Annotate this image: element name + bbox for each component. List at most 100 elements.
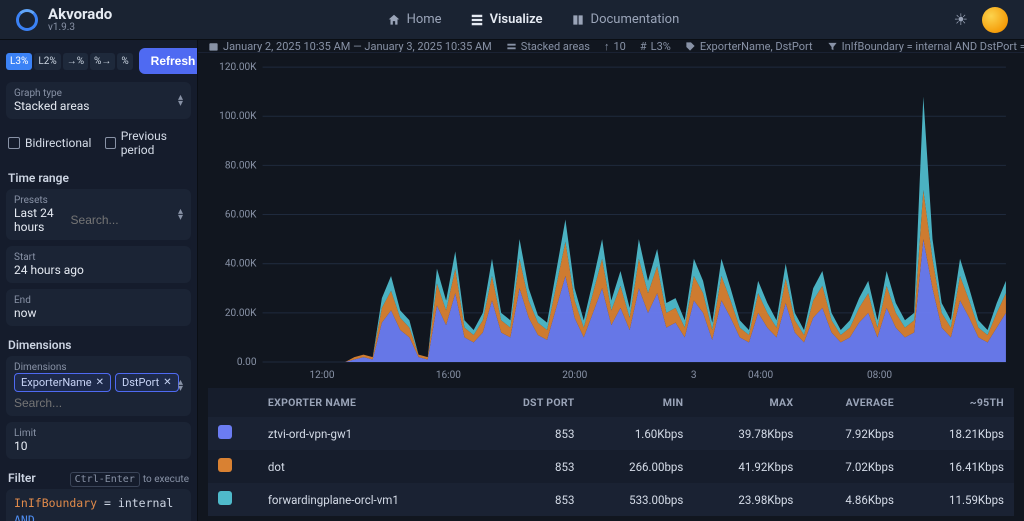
crumb-filter: InIfBoundary = internal AND DstPort = 85… <box>827 40 1024 53</box>
table-header: AVERAGE <box>803 388 904 417</box>
remove-icon[interactable]: ✕ <box>96 377 104 388</box>
preset-chip-row: L3%L2%→%%→% <box>6 53 133 70</box>
series-swatch <box>218 458 232 472</box>
nav-visualize[interactable]: Visualize <box>470 12 543 27</box>
graph-type-label: Graph type <box>14 88 183 99</box>
nav-home-label: Home <box>407 12 442 27</box>
time-end-input[interactable]: End now <box>6 289 191 326</box>
crumb-dims: ExporterName, DstPort <box>685 40 813 53</box>
svg-text:3: 3 <box>691 370 697 381</box>
cell-avg: 7.02Kbps <box>803 450 904 483</box>
svg-text:20:00: 20:00 <box>562 370 587 381</box>
sidebar: L3%L2%→%%→% Refresh ‹ Graph type Stacked… <box>0 40 198 521</box>
brand-version: v1.9.3 <box>48 22 112 33</box>
summary-bar: January 2, 2025 10:35 AM — January 3, 20… <box>198 40 1024 53</box>
remove-icon[interactable]: ✕ <box>163 377 171 388</box>
graph-type-value: Stacked areas <box>14 99 183 113</box>
cell-name: dot <box>258 450 480 483</box>
presets-label: Presets <box>14 195 183 206</box>
dimension-chip[interactable]: DstPort ✕ <box>115 373 179 392</box>
svg-text:40.00K: 40.00K <box>225 259 257 270</box>
home-icon <box>387 13 401 27</box>
time-start-input[interactable]: Start 24 hours ago <box>6 246 191 283</box>
svg-text:100.00K: 100.00K <box>219 111 257 122</box>
cell-avg: 4.86Kbps <box>803 483 904 516</box>
table-row[interactable]: forwardingplane-orcl-vm1853533.00bps23.9… <box>208 483 1014 516</box>
nav-visualize-label: Visualize <box>490 12 543 27</box>
graph-type-select[interactable]: Graph type Stacked areas ▴▾ <box>6 82 191 119</box>
table-header: DST PORT <box>479 388 584 417</box>
chart-area[interactable]: 0.00 20.00K 40.00K 60.00K 80.00K 100.00K 120.0… <box>198 53 1024 382</box>
cell-max: 39.78Kbps <box>693 417 803 450</box>
filter-icon <box>827 41 838 52</box>
table-header: EXPORTER NAME <box>258 388 480 417</box>
svg-text:20.00K: 20.00K <box>225 308 257 319</box>
crumb-date: January 2, 2025 10:35 AM — January 3, 20… <box>208 40 492 53</box>
presets-value: Last 24 hours <box>14 206 63 234</box>
table-row[interactable]: dot853266.00bps41.92Kbps7.02Kbps16.41Kbp… <box>208 450 1014 483</box>
series-swatch <box>218 491 232 505</box>
cell-p95: 16.41Kbps <box>904 450 1014 483</box>
refresh-button[interactable]: Refresh <box>139 48 198 74</box>
series-swatch <box>218 425 232 439</box>
cell-port: 853 <box>479 417 584 450</box>
cell-min: 533.00bps <box>584 483 693 516</box>
cell-max: 23.98Kbps <box>693 483 803 516</box>
nav-home[interactable]: Home <box>387 12 442 27</box>
cell-name: ztvi-ord-vpn-gw1 <box>258 417 480 450</box>
filter-editor[interactable]: InIfBoundary = internal AND DstPort = 85… <box>6 489 191 521</box>
svg-text:08:00: 08:00 <box>867 370 892 381</box>
svg-text:60.00K: 60.00K <box>225 210 257 221</box>
chart-icon <box>470 13 484 27</box>
filter-title: Filter <box>8 471 36 485</box>
cell-avg: 7.92Kbps <box>803 417 904 450</box>
presets-search-input[interactable] <box>71 206 183 234</box>
svg-text:120.00K: 120.00K <box>219 62 257 73</box>
cell-port: 853 <box>479 483 584 516</box>
svg-text:80.00K: 80.00K <box>225 160 257 171</box>
svg-text:16:00: 16:00 <box>436 370 461 381</box>
stacked-area-chart: 0.00 20.00K 40.00K 60.00K 80.00K 100.00K 120.0… <box>206 59 1014 382</box>
nav-docs-label: Documentation <box>591 12 680 27</box>
filter-hint: to execute <box>143 474 189 485</box>
time-range-title: Time range <box>6 165 191 189</box>
chevron-updown-icon: ▴▾ <box>178 209 183 221</box>
app-header: Akvorado v1.9.3 Home Visualize Documenta… <box>0 0 1024 40</box>
chevron-updown-icon: ▴▾ <box>178 95 183 107</box>
tag-icon <box>685 41 696 52</box>
table-row[interactable]: ztvi-ord-vpn-gw18531.60Kbps39.78Kbps7.92… <box>208 417 1014 450</box>
user-avatar[interactable] <box>982 7 1008 33</box>
preset-chip[interactable]: →% <box>63 53 88 70</box>
book-icon <box>571 13 585 27</box>
preset-chip[interactable]: L2% <box>34 53 60 70</box>
main-nav: Home Visualize Documentation <box>387 12 680 27</box>
theme-toggle-icon[interactable]: ☀ <box>954 10 968 29</box>
brand-name: Akvorado <box>48 6 112 23</box>
preset-chip[interactable]: % <box>117 53 132 70</box>
cell-max: 41.92Kbps <box>693 450 803 483</box>
dimensions-search-input[interactable] <box>14 396 183 410</box>
chevron-updown-icon: ▴▾ <box>178 380 183 392</box>
cell-min: 1.60Kbps <box>584 417 693 450</box>
svg-text:0.00: 0.00 <box>237 357 257 368</box>
cell-p95: 18.21Kbps <box>904 417 1014 450</box>
dimension-chip[interactable]: ExporterName ✕ <box>14 373 111 392</box>
calendar-icon <box>208 41 219 52</box>
preset-chip[interactable]: %→ <box>90 53 115 70</box>
filter-kbd: Ctrl-Enter <box>70 472 140 487</box>
logo-icon <box>16 9 38 31</box>
table-header <box>208 388 258 417</box>
preset-chip[interactable]: L3% <box>6 53 32 70</box>
cell-p95: 11.59Kbps <box>904 483 1014 516</box>
previous-period-checkbox[interactable]: Previous period <box>105 129 189 157</box>
nav-documentation[interactable]: Documentation <box>571 12 680 27</box>
time-presets-select[interactable]: Presets Last 24 hours ▴▾ <box>6 189 191 240</box>
svg-text:04:00: 04:00 <box>748 370 773 381</box>
dimensions-select[interactable]: Dimensions ExporterName ✕DstPort ✕ ▴▾ <box>6 356 191 416</box>
limit-input[interactable]: Limit 10 <box>6 422 191 459</box>
bidirectional-checkbox[interactable]: Bidirectional <box>8 129 91 157</box>
table-header: MIN <box>584 388 693 417</box>
crumb-type: Stacked areas <box>506 40 590 53</box>
table-header: MAX <box>693 388 803 417</box>
dimensions-title: Dimensions <box>6 332 191 356</box>
